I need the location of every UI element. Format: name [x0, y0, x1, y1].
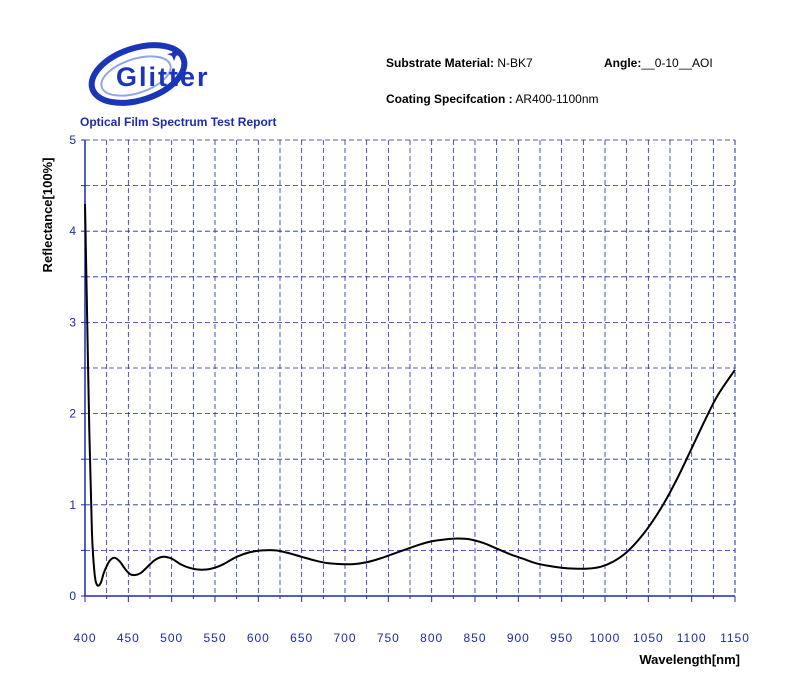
x-tick-label: 1000: [590, 631, 621, 645]
substrate-value: N-BK7: [497, 56, 533, 70]
coating-value: AR400-1100nm: [515, 92, 599, 106]
logo-star: [167, 48, 181, 61]
x-tick-label: 650: [290, 631, 313, 645]
x-axis-label: Wavelength[nm]: [639, 652, 740, 667]
x-tick-label: 700: [333, 631, 356, 645]
tick-labels: 400 450 500 550 600 650 700 750 800 850 900 950 1000…: [69, 133, 750, 645]
x-tick-label: 950: [550, 631, 573, 645]
angle-info: Angle:__0-10__AOI: [604, 56, 713, 70]
glitter-logo: Glitter: [88, 42, 210, 106]
y-tick-label: 1: [69, 498, 76, 512]
y-tick-label: 0: [69, 589, 76, 603]
logo-swoosh-outer: [88, 42, 188, 106]
substrate-info: Substrate Material: N-BK7: [386, 56, 533, 70]
x-tick-label: 550: [203, 631, 226, 645]
coating-label: Coating Specifcation :: [386, 92, 513, 106]
angle-value: __0-10__AOI: [641, 56, 713, 70]
x-tick-label: 600: [247, 631, 270, 645]
x-tick-label: 450: [117, 631, 140, 645]
logo-text: Glitter: [116, 62, 210, 92]
coating-info: Coating Specifcation : AR400-1100nm: [386, 92, 599, 106]
x-tick-label: 750: [377, 631, 400, 645]
logo-swoosh-inner: [100, 55, 172, 97]
y-tick-label: 4: [69, 224, 76, 238]
report-title: Optical Film Spectrum Test Report: [80, 115, 277, 129]
y-tick-label: 2: [69, 407, 76, 421]
substrate-label: Substrate Material:: [386, 56, 495, 70]
y-tick-label: 5: [69, 133, 76, 147]
reflectance-curve: [84, 203, 736, 587]
x-tick-label: 850: [463, 631, 486, 645]
x-tick-label: 400: [73, 631, 96, 645]
x-tick-label: 1050: [633, 631, 664, 645]
x-tick-label: 500: [160, 631, 183, 645]
grid: [85, 139, 735, 596]
angle-label: Angle:: [604, 56, 642, 70]
y-tick-label: 3: [69, 315, 76, 329]
x-tick-label: 1150: [720, 631, 750, 645]
x-tick-label: 1100: [677, 631, 707, 645]
x-tick-label: 800: [420, 631, 443, 645]
y-axis-label: Reflectance[100%]: [40, 158, 55, 273]
x-tick-label: 900: [507, 631, 530, 645]
axes: [81, 139, 736, 602]
